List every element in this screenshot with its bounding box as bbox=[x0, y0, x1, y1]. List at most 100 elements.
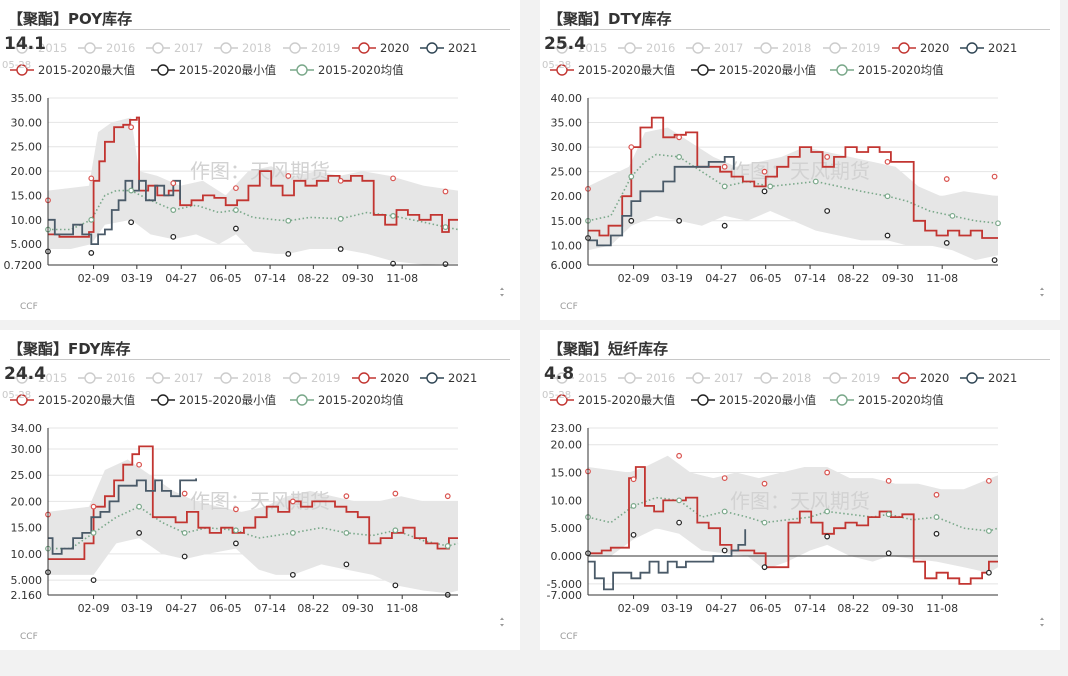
y-tick-label: 30.00 bbox=[11, 443, 43, 456]
legend-item-2015[interactable]: 2015 bbox=[550, 371, 607, 385]
legend-item-stat-2[interactable]: 2015-2020均值 bbox=[830, 393, 944, 407]
x-tick-label: 11-08 bbox=[386, 272, 418, 285]
max-point bbox=[444, 493, 451, 500]
min-point bbox=[233, 225, 239, 232]
current-value: 14.1 bbox=[4, 34, 46, 54]
legend-item-2018[interactable]: 2018 bbox=[214, 371, 271, 385]
legend-item-2017[interactable]: 2017 bbox=[146, 41, 203, 55]
max-point bbox=[88, 175, 95, 182]
legend-label: 2016 bbox=[646, 371, 675, 385]
legend-label: 2018 bbox=[782, 371, 811, 385]
min-point bbox=[88, 250, 95, 256]
legend-item-2016[interactable]: 2016 bbox=[618, 41, 675, 55]
legend-item-stat-0[interactable]: 2015-2020最大值 bbox=[550, 393, 676, 407]
legend-item-2018[interactable]: 2018 bbox=[754, 371, 811, 385]
max-point bbox=[136, 461, 143, 468]
legend-item-2020[interactable]: 2020 bbox=[892, 41, 949, 55]
legend-item-2017[interactable]: 2017 bbox=[146, 371, 203, 385]
chart-svg[interactable]: 2015 2016 2017 2018 2019 2020 2021 2015-2020最大值… bbox=[0, 0, 520, 320]
max-point bbox=[885, 477, 892, 484]
legend-item-2017[interactable]: 2017 bbox=[686, 371, 743, 385]
legend-item-2020[interactable]: 2020 bbox=[892, 371, 949, 385]
min-point bbox=[285, 250, 292, 257]
legend-label: 2019 bbox=[851, 371, 880, 385]
resize-icon[interactable] bbox=[496, 286, 508, 298]
min-point bbox=[337, 246, 344, 252]
legend-item-stat-1[interactable]: 2015-2020最小值 bbox=[151, 393, 277, 407]
min-point bbox=[90, 577, 97, 584]
avg-point bbox=[181, 529, 188, 536]
legend-item-2017[interactable]: 2017 bbox=[686, 41, 743, 55]
legend-item-2016[interactable]: 2016 bbox=[78, 41, 135, 55]
series-2020-line bbox=[48, 445, 458, 560]
legend-label: 2018 bbox=[782, 41, 811, 55]
legend-marker-icon bbox=[556, 372, 568, 384]
max-point bbox=[630, 476, 637, 483]
avg-point bbox=[337, 215, 344, 222]
legend-item-stat-2[interactable]: 2015-2020均值 bbox=[830, 63, 944, 77]
legend-item-2020[interactable]: 2020 bbox=[352, 371, 409, 385]
legend-item-stat-2[interactable]: 2015-2020均值 bbox=[290, 393, 404, 407]
y-tick-label: -5.000 bbox=[547, 578, 582, 591]
x-tick-label: 03-19 bbox=[661, 272, 693, 285]
legend-item-stat-0[interactable]: 2015-2020最大值 bbox=[10, 393, 136, 407]
min-point bbox=[128, 219, 135, 226]
chart-svg[interactable]: 2015 2016 2017 2018 2019 2020 2021 2015-2020最大值… bbox=[540, 0, 1060, 320]
x-tick-label: 08-22 bbox=[297, 602, 329, 615]
legend-item-2015[interactable]: 2015 bbox=[550, 41, 607, 55]
legend-item-stat-1[interactable]: 2015-2020最小值 bbox=[691, 63, 817, 77]
x-tick-label: 09-30 bbox=[882, 272, 914, 285]
legend-label: 2020 bbox=[380, 371, 409, 385]
legend-item-stat-1[interactable]: 2015-2020最小值 bbox=[151, 63, 277, 77]
legend-label: 2015 bbox=[38, 371, 67, 385]
current-value: 24.4 bbox=[4, 364, 46, 384]
legend-item-2020[interactable]: 2020 bbox=[352, 41, 409, 55]
legend-item-2019[interactable]: 2019 bbox=[823, 41, 880, 55]
resize-icon[interactable] bbox=[1036, 286, 1048, 298]
legend-item-stat-2[interactable]: 2015-2020均值 bbox=[290, 63, 404, 77]
legend-item-2021[interactable]: 2021 bbox=[420, 371, 477, 385]
max-point bbox=[933, 491, 940, 498]
x-tick-label: 07-14 bbox=[254, 602, 286, 615]
max-point bbox=[90, 503, 97, 510]
max-point bbox=[991, 173, 998, 180]
legend-item-2016[interactable]: 2016 bbox=[78, 371, 135, 385]
y-tick-label: 34.00 bbox=[11, 422, 43, 435]
legend-item-stat-0[interactable]: 2015-2020最大值 bbox=[550, 63, 676, 77]
chart-svg[interactable]: 2015 2016 2017 2018 2019 2020 2021 2015-2020最大值… bbox=[0, 330, 520, 650]
legend-item-2015[interactable]: 2015 bbox=[10, 371, 67, 385]
date-label: 05-28 bbox=[2, 390, 32, 401]
avg-point bbox=[949, 212, 956, 219]
avg-point bbox=[390, 212, 396, 219]
legend-item-2019[interactable]: 2019 bbox=[283, 371, 340, 385]
avg-point bbox=[444, 543, 451, 549]
resize-icon[interactable] bbox=[496, 616, 508, 628]
legend-item-stat-1[interactable]: 2015-2020最小值 bbox=[691, 393, 817, 407]
series-2021-line bbox=[48, 478, 197, 555]
series-2020-line bbox=[588, 466, 998, 585]
resize-icon[interactable] bbox=[1036, 616, 1048, 628]
corner-text: CCF bbox=[560, 302, 578, 312]
legend-item-2016[interactable]: 2016 bbox=[618, 371, 675, 385]
legend-item-stat-0[interactable]: 2015-2020最大值 bbox=[10, 63, 136, 77]
legend-item-2019[interactable]: 2019 bbox=[823, 371, 880, 385]
y-tick-label: 5.000 bbox=[11, 238, 43, 251]
corner-text: CCF bbox=[20, 302, 38, 312]
legend-item-2015[interactable]: 2015 bbox=[10, 41, 67, 55]
y-tick-label: 10.00 bbox=[551, 239, 583, 252]
min-point bbox=[824, 533, 831, 540]
chart-svg[interactable]: 2015 2016 2017 2018 2019 2020 2021 2015-2020最大值… bbox=[540, 330, 1060, 650]
avg-point bbox=[761, 519, 768, 526]
legend-item-2018[interactable]: 2018 bbox=[754, 41, 811, 55]
legend-marker-icon bbox=[829, 42, 841, 54]
legend-item-2018[interactable]: 2018 bbox=[214, 41, 271, 55]
legend-item-2021[interactable]: 2021 bbox=[960, 371, 1017, 385]
legend-marker-icon bbox=[556, 394, 568, 406]
max-point bbox=[233, 185, 239, 192]
legend-item-2021[interactable]: 2021 bbox=[960, 41, 1017, 55]
legend-item-2019[interactable]: 2019 bbox=[283, 41, 340, 55]
legend-item-2021[interactable]: 2021 bbox=[420, 41, 477, 55]
avg-point bbox=[90, 529, 97, 536]
legend-label: 2019 bbox=[311, 371, 340, 385]
y-tick-label: 25.00 bbox=[551, 166, 583, 179]
